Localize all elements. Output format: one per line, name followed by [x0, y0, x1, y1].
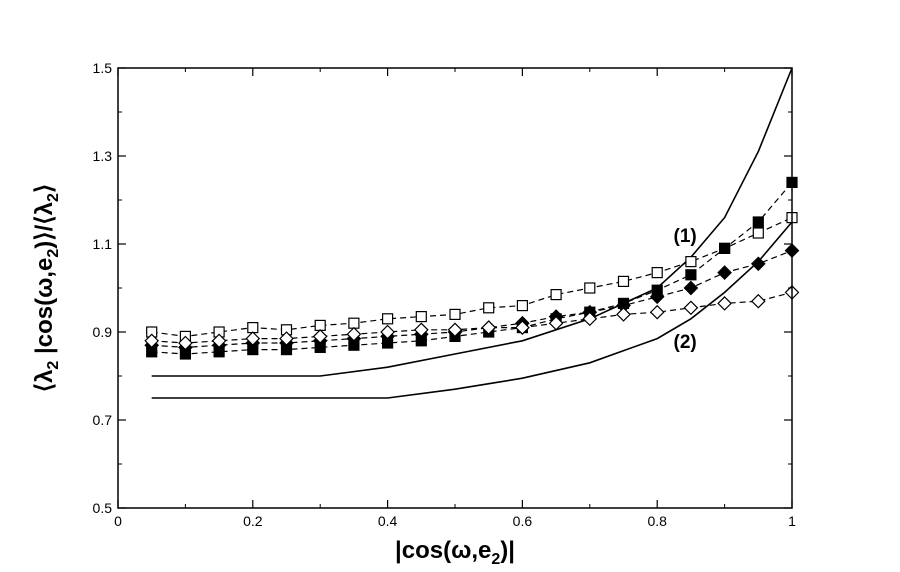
series-line-4: [151, 67, 793, 377]
data-point-0: [550, 289, 562, 301]
data-point-0: [651, 267, 663, 279]
data-point-0: [314, 319, 326, 331]
data-point-0: [382, 313, 394, 325]
data-point-0: [348, 317, 360, 329]
data-point-3: [481, 320, 497, 335]
data-point-3: [211, 333, 227, 349]
data-point-0: [415, 311, 427, 323]
data-point-2: [717, 265, 732, 280]
data-point-0: [247, 322, 259, 334]
markers-layer: [144, 176, 800, 360]
data-point-3: [750, 293, 766, 309]
annotations: (1) (2): [674, 226, 697, 353]
x-tick-label: 0.2: [243, 513, 263, 529]
curve-label: (1): [674, 226, 697, 247]
data-point-3: [279, 331, 294, 346]
data-point-2: [649, 289, 665, 305]
x-axis: 0 0.2 0.4 0.6 0.8 1: [114, 68, 796, 529]
series-line-1: [151, 182, 793, 355]
data-point-3: [413, 322, 429, 338]
data-point-2: [683, 280, 699, 296]
y-tick-label: 1.3: [93, 148, 113, 164]
x-tick-label: 0.4: [378, 513, 398, 529]
data-point-0: [752, 227, 764, 239]
data-point-0: [516, 300, 529, 312]
series-line-0: [151, 217, 793, 338]
data-point-3: [346, 326, 362, 342]
data-point-0: [685, 256, 697, 268]
data-point-3: [683, 300, 699, 316]
data-point-3: [312, 329, 328, 344]
data-point-0: [483, 302, 495, 314]
data-point-3: [515, 320, 530, 335]
data-point-3: [178, 335, 193, 351]
series-line-5: [151, 221, 793, 399]
data-point-0: [449, 308, 461, 320]
y-tick-label: 1.5: [93, 60, 113, 76]
data-point-1: [718, 242, 731, 254]
x-tick-label: 0.6: [513, 513, 533, 529]
data-point-3: [616, 307, 631, 322]
data-point-3: [245, 331, 261, 346]
x-tick-label: 1: [788, 513, 796, 529]
x-tick-label: 0.8: [647, 513, 667, 529]
data-point-3: [380, 324, 395, 340]
data-point-3: [649, 304, 665, 320]
data-point-1: [752, 216, 764, 228]
x-axis-title: |cos(ω,e2)|: [395, 537, 515, 568]
y-tick-label: 0.5: [93, 500, 113, 516]
data-point-3: [717, 296, 732, 311]
data-point-0: [617, 275, 630, 287]
data-point-0: [584, 282, 596, 294]
y-axis: 0.5 0.7 0.9 1.1 1.3 1.5: [93, 60, 792, 516]
data-point-3: [447, 322, 463, 338]
y-tick-label: 1.1: [93, 236, 113, 252]
x-tick-label: 0: [114, 513, 122, 529]
y-tick-label: 0.7: [93, 412, 113, 428]
data-point-1: [685, 269, 697, 281]
data-point-3: [582, 311, 598, 327]
y-tick-label: 0.9: [93, 324, 113, 340]
series-line-2: [151, 250, 793, 349]
data-point-3: [144, 333, 160, 349]
data-point-2: [750, 256, 766, 272]
curve-label: (2): [674, 332, 697, 353]
data-point-3: [548, 315, 564, 331]
y-axis-title: ⟨λ2 |cos(ω,e2)⟩/⟨λ2⟩: [31, 184, 62, 393]
